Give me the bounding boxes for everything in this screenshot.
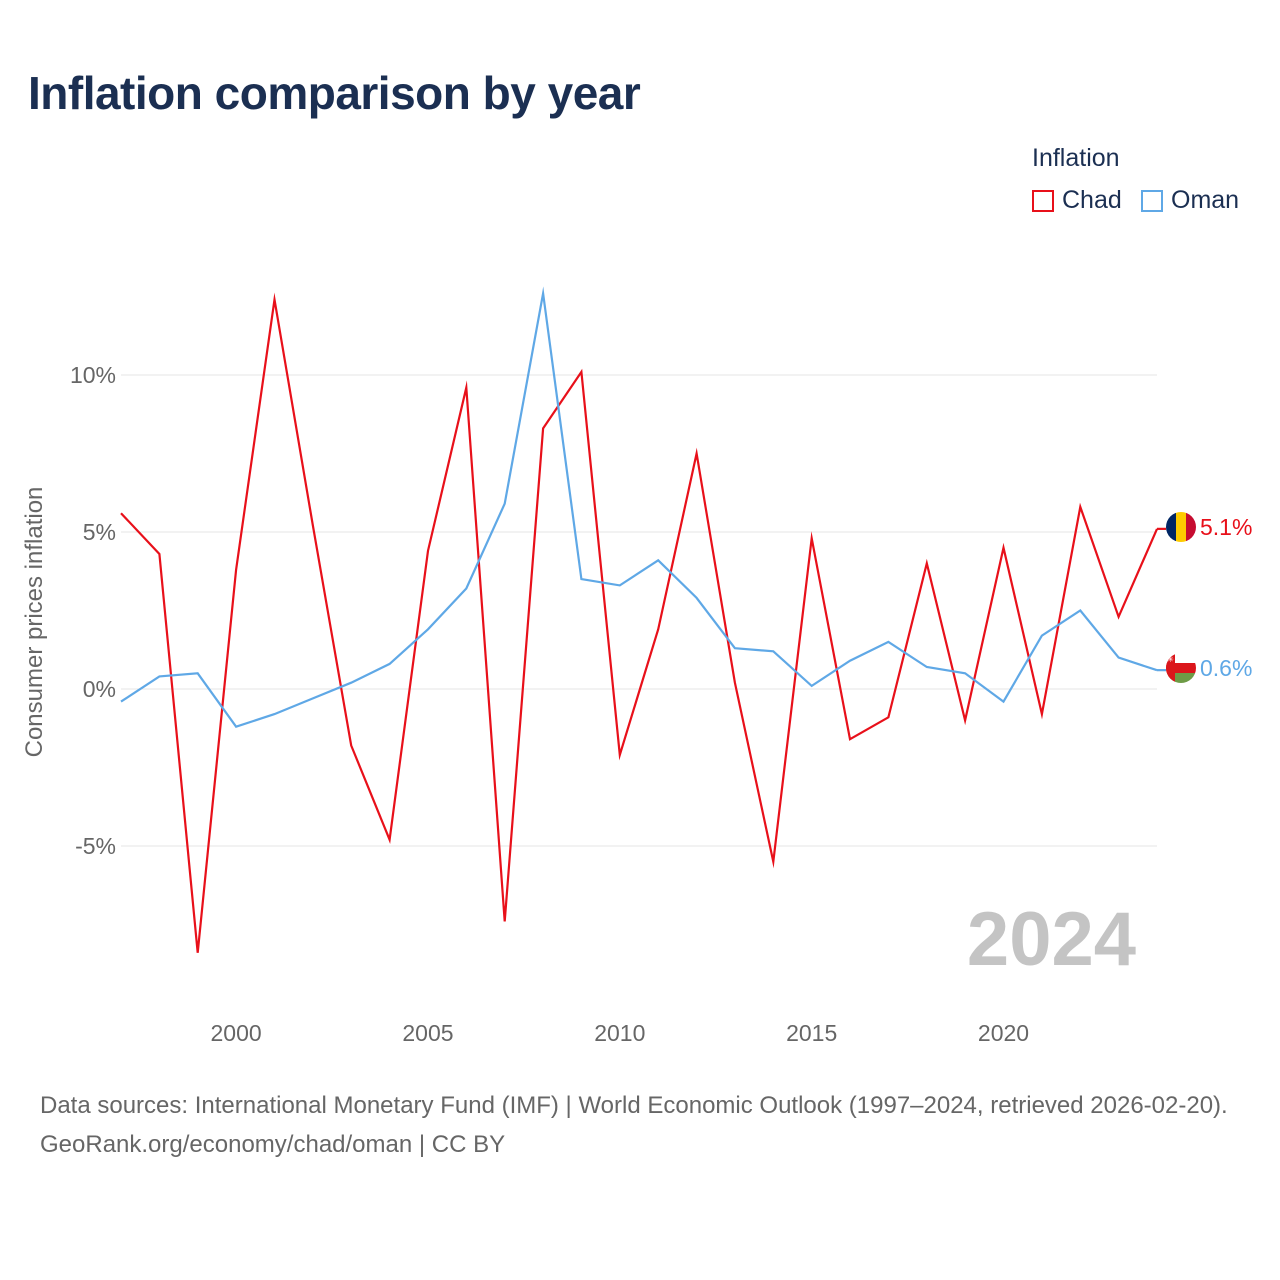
legend-swatch-oman xyxy=(1141,189,1163,212)
x-tick-label: 2010 xyxy=(594,1020,645,1046)
oman-series-line[interactable] xyxy=(120,286,1158,728)
y-tick-label: 0% xyxy=(83,676,116,702)
legend-label-oman: Oman xyxy=(1171,186,1240,214)
legend-label-chad: Chad xyxy=(1062,186,1122,214)
chart-title: Inflation comparison by year xyxy=(28,67,641,119)
year-watermark: 2024 xyxy=(967,897,1136,982)
legend-swatch-chad xyxy=(1032,189,1054,212)
chad-flag-icon xyxy=(1166,512,1196,542)
legend-title: Inflation xyxy=(1032,144,1120,172)
x-tick-label: 2000 xyxy=(211,1020,262,1046)
chad-end-value-label: 5.1% xyxy=(1200,514,1252,540)
y-tick-label: -5% xyxy=(75,833,116,859)
x-tick-label: 2020 xyxy=(978,1020,1029,1046)
footer: Data sources: International Monetary Fun… xyxy=(40,1086,1250,1164)
chad-series-line[interactable] xyxy=(120,292,1159,953)
line-chart: 10% 5% 0% -5% 2000 2005 2010 2015 2020 Consumer… xyxy=(21,286,1252,1046)
oman-flag-icon: ✳ xyxy=(1166,653,1196,683)
y-tick-label: 5% xyxy=(83,519,116,545)
svg-text:✳: ✳ xyxy=(1167,655,1174,664)
x-tick-label: 2005 xyxy=(402,1020,453,1046)
grid xyxy=(121,374,1157,847)
legend-item-chad[interactable]: Chad xyxy=(1032,186,1122,215)
x-tick-label: 2015 xyxy=(786,1020,837,1046)
y-tick-label: 10% xyxy=(70,362,116,388)
credit-link[interactable]: GeoRank.org/economy/chad/oman | CC BY xyxy=(40,1131,506,1158)
x-axis-ticks: 2000 2005 2010 2015 2020 xyxy=(211,1020,1030,1046)
data-sources-text: Data sources: International Monetary Fun… xyxy=(40,1092,1228,1119)
series xyxy=(120,286,1166,953)
legend-item-oman[interactable]: Oman xyxy=(1141,186,1239,215)
y-axis-label: Consumer prices inflation xyxy=(21,487,48,758)
y-axis-ticks: 10% 5% 0% -5% xyxy=(70,362,116,859)
oman-end-value-label: 0.6% xyxy=(1200,655,1252,681)
